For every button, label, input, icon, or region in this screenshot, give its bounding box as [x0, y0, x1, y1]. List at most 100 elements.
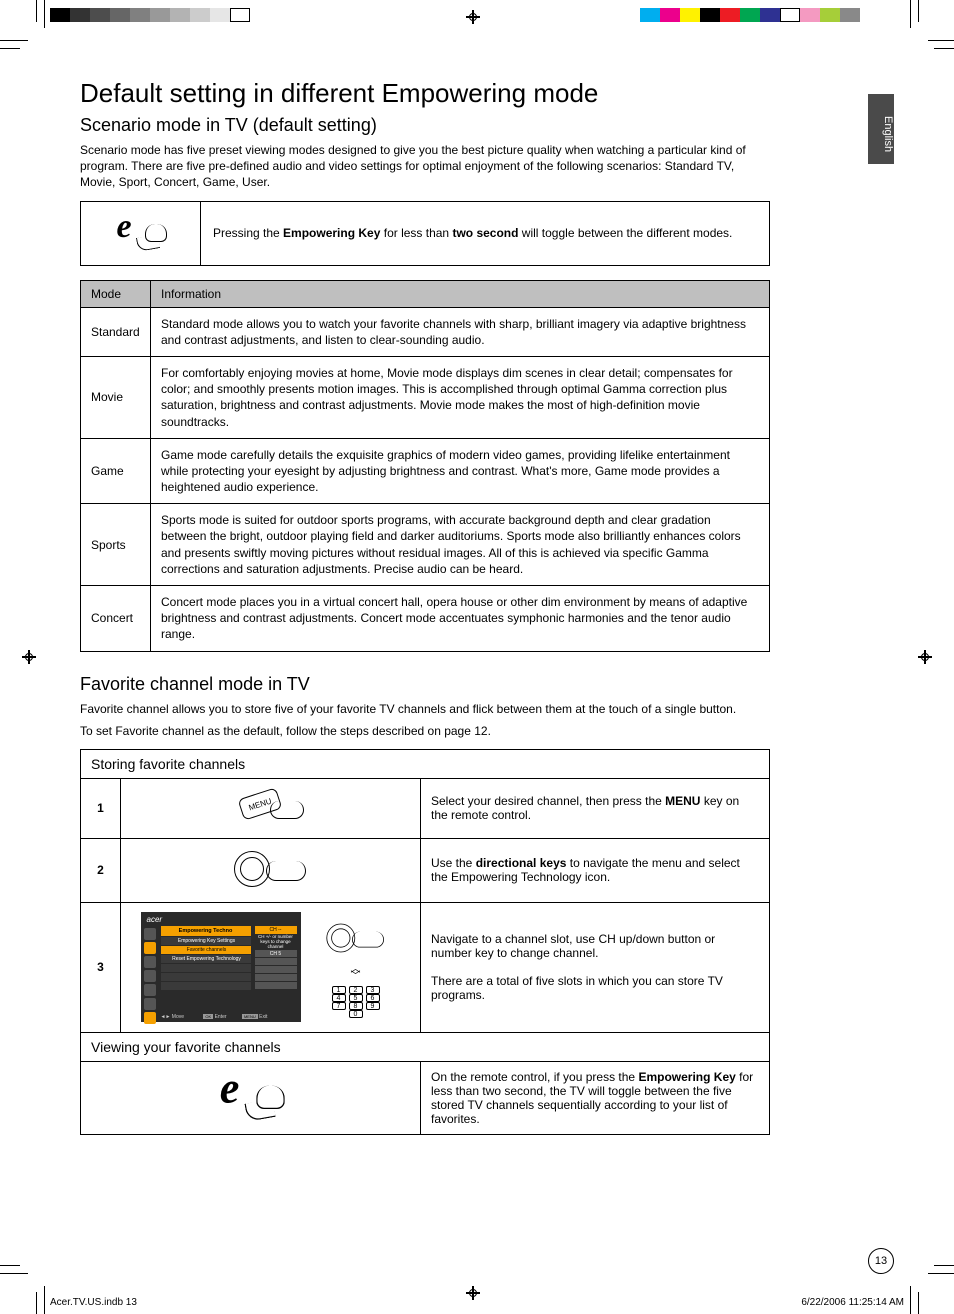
page-title: Default setting in different Empowering … [80, 78, 770, 109]
empowering-key-note: e Pressing the Empowering Key for less t… [80, 201, 770, 266]
crop-mark [934, 1265, 954, 1266]
footer-timestamp: 6/22/2006 11:25:14 AM [801, 1297, 904, 1308]
directional-keys-icon [320, 921, 392, 956]
table-row: ConcertConcert mode places you in a virt… [81, 586, 770, 652]
registration-mark-icon [918, 650, 932, 664]
mode-name: Movie [81, 356, 151, 438]
page-number: 13 [868, 1248, 894, 1274]
registration-mark-icon [22, 650, 36, 664]
empowering-key-icon: e [212, 1070, 290, 1122]
osd-right-panel: CH -- CH +/- or number keys to change ch… [255, 926, 297, 989]
footer-filename: Acer.TV.US.indb 13 [50, 1297, 137, 1308]
mode-table: Mode Information StandardStandard mode a… [80, 280, 770, 652]
remote-icons: ︿﹀ 123 456 789 0 [311, 916, 401, 1018]
section-header: Viewing your favorite channels [81, 1032, 770, 1061]
crop-mark [36, 0, 37, 22]
osd-right-value: CH 5 [255, 950, 297, 957]
osd-item [161, 982, 251, 990]
mode-name: Concert [81, 586, 151, 652]
mode-name: Sports [81, 504, 151, 586]
step-illustration [121, 838, 421, 902]
note-icon-cell: e [81, 201, 201, 265]
favorite-p2: To set Favorite channel as the default, … [80, 723, 770, 739]
step-number: 3 [81, 902, 121, 1032]
table-row: MovieFor comfortably enjoying movies at … [81, 356, 770, 438]
table-header-mode: Mode [81, 280, 151, 307]
osd-icon-column [144, 928, 158, 1026]
crop-mark [44, 0, 45, 28]
text-bold: directional keys [476, 856, 567, 870]
directional-keys-icon [226, 847, 316, 891]
osd-list: Empowering Key Settings Favorite channel… [161, 936, 251, 990]
text-bold: Empowering Key [283, 226, 380, 240]
crop-mark [36, 1292, 37, 1314]
step-illustration: e [81, 1061, 421, 1134]
step-text: Navigate to a channel slot, use CH up/do… [421, 902, 770, 1032]
text: There are a total of five slots in which… [431, 974, 723, 1002]
mode-name: Standard [81, 307, 151, 356]
language-tab: English [868, 94, 894, 164]
table-header-info: Information [151, 280, 770, 307]
crop-mark [44, 1286, 45, 1314]
osd-item: Favorite channels [161, 946, 251, 954]
text: On the remote control, if you press the [431, 1070, 638, 1084]
text: for less than [380, 226, 452, 240]
table-row: SportsSports mode is suited for outdoor … [81, 504, 770, 586]
section-header: Storing favorite channels [81, 749, 770, 778]
osd-item: Reset Empowering Technology [161, 955, 251, 963]
crop-mark [928, 40, 954, 41]
print-marks-top [0, 0, 954, 50]
mode-info: Concert mode places you in a virtual con… [151, 586, 770, 652]
text-bold: MENU [665, 794, 700, 808]
page-content: Default setting in different Empowering … [80, 78, 770, 1135]
favorite-heading: Favorite channel mode in TV [80, 674, 770, 695]
osd-item [161, 973, 251, 981]
step-illustration: acer Empowering Techno Empowering Key Se… [121, 902, 421, 1032]
favorite-p1: Favorite channel allows you to store fiv… [80, 701, 770, 717]
note-text: Pressing the Empowering Key for less tha… [201, 201, 770, 265]
empowering-key-icon: e [111, 212, 171, 252]
crop-mark [910, 1286, 911, 1314]
number-keypad-icon: 123 456 789 0 [332, 986, 380, 1018]
text: Pressing the [213, 226, 283, 240]
mode-info: Standard mode allows you to watch your f… [151, 307, 770, 356]
step-number: 1 [81, 778, 121, 838]
storing-table: Storing favorite channels 1 MENU Select … [80, 749, 770, 1135]
osd-title: Empowering Techno [161, 926, 251, 936]
osd-right-header: CH -- [255, 926, 297, 934]
crop-mark [928, 1273, 954, 1274]
osd-screenshot: acer Empowering Techno Empowering Key Se… [141, 912, 301, 1022]
crop-mark [918, 1292, 919, 1314]
osd-right-value [255, 974, 297, 981]
crop-mark [918, 0, 919, 22]
crop-mark [934, 48, 954, 49]
registration-mark-icon [466, 10, 480, 24]
crop-mark [0, 1265, 20, 1266]
text: Navigate to a channel slot, use CH up/do… [431, 932, 715, 960]
mode-info: Sports mode is suited for outdoor sports… [151, 504, 770, 586]
mode-info: For comfortably enjoying movies at home,… [151, 356, 770, 438]
color-swatches [640, 8, 860, 22]
osd-right-sub: keys to change channel [255, 939, 297, 949]
mode-name: Game [81, 438, 151, 504]
table-row: 3 acer Empowering Techno Empowering Key … [81, 902, 770, 1032]
crop-mark [0, 48, 20, 49]
osd-item: Empowering Key Settings [161, 937, 251, 945]
table-row: 2 Use the directional keys to navigate t… [81, 838, 770, 902]
table-row: e On the remote control, if you press th… [81, 1061, 770, 1134]
osd-footer: ◄► Move OK Enter MENU Exit [161, 1014, 268, 1020]
crop-mark [910, 0, 911, 28]
table-row: GameGame mode carefully details the exqu… [81, 438, 770, 504]
section-subtitle: Scenario mode in TV (default setting) [80, 115, 770, 136]
grayscale-swatches [50, 8, 250, 22]
osd-brand: acer [147, 915, 163, 924]
table-row: StandardStandard mode allows you to watc… [81, 307, 770, 356]
crop-mark [0, 1273, 28, 1274]
osd-right-value [255, 966, 297, 973]
intro-paragraph: Scenario mode has five preset viewing mo… [80, 142, 770, 191]
crop-mark [0, 40, 28, 41]
osd-item [161, 964, 251, 972]
menu-button-icon: MENU [226, 787, 316, 827]
step-text: Use the directional keys to navigate the… [421, 838, 770, 902]
text: will toggle between the different modes. [518, 226, 732, 240]
